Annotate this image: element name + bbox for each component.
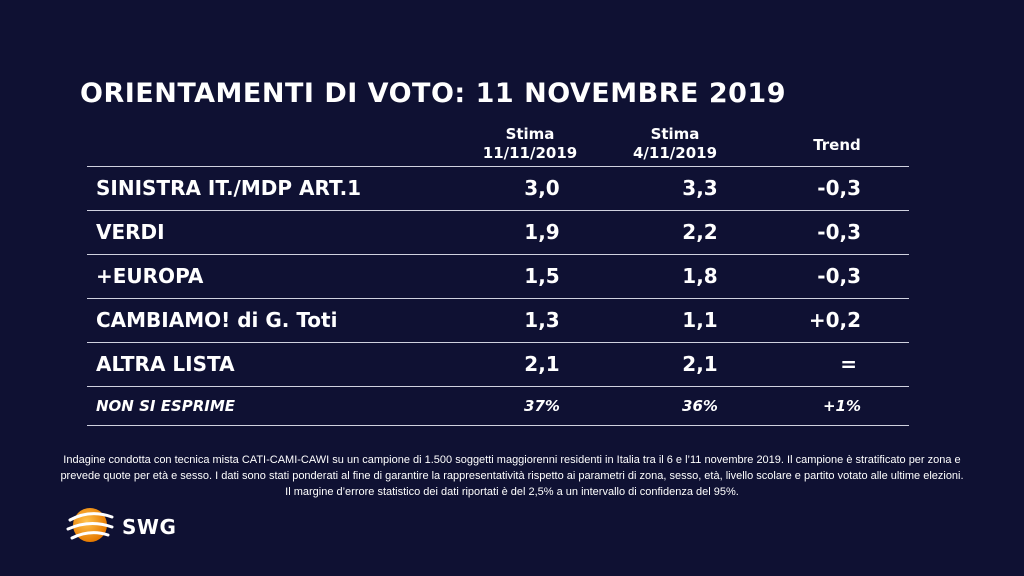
stima-11-value: 1,3 <box>524 308 560 332</box>
stima-11-value: 1,9 <box>524 220 560 244</box>
table-row: SINISTRA IT./MDP ART.1 3,0 3,3 -0,3 <box>87 167 909 211</box>
column-header-line1: Stima <box>650 125 700 143</box>
column-header-line2: 4/11/2019 <box>632 144 718 162</box>
table-row: VERDI 1,9 2,2 -0,3 <box>87 211 909 255</box>
column-header-stima-11-11: Stima 11/11/2019 <box>455 125 605 163</box>
page-title: ORIENTAMENTI DI VOTO: 11 NOVEMBRE 2019 <box>80 78 786 109</box>
table-row: CAMBIAMO! di G. Toti 1,3 1,1 +0,2 <box>87 299 909 343</box>
table-row: ALTRA LISTA 2,1 2,1 = <box>87 343 909 387</box>
party-name: NON SI ESPRIME <box>96 397 236 415</box>
stima-4-value: 36% <box>682 397 718 415</box>
column-header-line1: Trend <box>813 136 861 154</box>
trend-value: -0,3 <box>817 264 861 288</box>
column-header-line1: Stima <box>505 125 555 143</box>
party-name: SINISTRA IT./MDP ART.1 <box>96 176 362 200</box>
party-name: ALTRA LISTA <box>96 352 235 376</box>
party-name: VERDI <box>96 220 165 244</box>
trend-value: -0,3 <box>817 176 861 200</box>
table-row: NON SI ESPRIME 37% 36% +1% <box>87 387 909 426</box>
results-table: SINISTRA IT./MDP ART.1 3,0 3,3 -0,3 VERD… <box>87 166 909 426</box>
trend-value: = <box>840 352 857 376</box>
trend-value: -0,3 <box>817 220 861 244</box>
trend-value: +1% <box>822 397 861 415</box>
stima-11-value: 37% <box>524 397 560 415</box>
stima-4-value: 3,3 <box>682 176 718 200</box>
party-name: CAMBIAMO! di G. Toti <box>96 308 338 332</box>
stima-4-value: 1,1 <box>682 308 718 332</box>
party-name: +EUROPA <box>96 264 204 288</box>
stima-4-value: 2,2 <box>682 220 718 244</box>
stima-4-value: 2,1 <box>682 352 718 376</box>
column-header-stima-4-11: Stima 4/11/2019 <box>600 125 750 163</box>
swg-logo-text: SWG <box>122 515 177 539</box>
table-row: +EUROPA 1,5 1,8 -0,3 <box>87 255 909 299</box>
methodology-note: Indagine condotta con tecnica mista CATI… <box>60 454 964 498</box>
stima-11-value: 3,0 <box>524 176 560 200</box>
swg-globe-icon <box>66 508 114 542</box>
stima-11-value: 2,1 <box>524 352 560 376</box>
column-header-line2: 11/11/2019 <box>482 144 578 162</box>
stima-11-value: 1,5 <box>524 264 560 288</box>
column-header-trend: Trend <box>762 136 912 155</box>
trend-value: +0,2 <box>808 308 861 332</box>
stima-4-value: 1,8 <box>682 264 718 288</box>
